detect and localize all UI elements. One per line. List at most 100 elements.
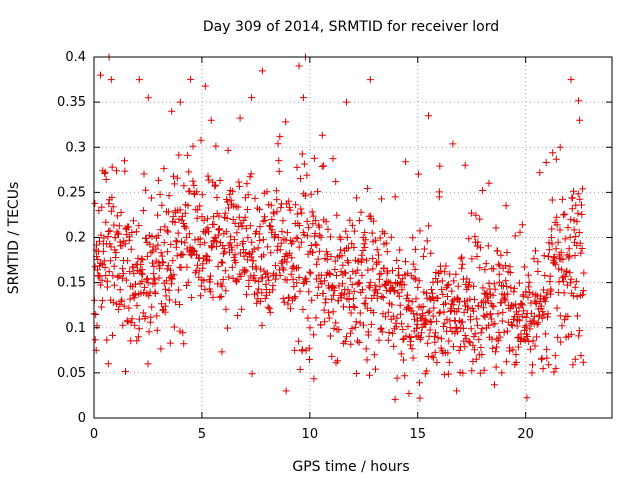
data-point — [420, 245, 428, 253]
data-point — [418, 329, 425, 337]
data-point — [138, 255, 146, 263]
data-point — [327, 233, 335, 241]
data-point — [427, 318, 435, 326]
data-point — [578, 211, 586, 218]
data-point — [375, 336, 383, 344]
data-point — [446, 324, 454, 332]
data-point — [405, 333, 413, 341]
data-point — [541, 297, 549, 305]
data-point — [173, 174, 181, 182]
data-point — [566, 269, 574, 277]
data-point — [293, 210, 301, 218]
data-point — [393, 374, 401, 382]
data-point — [167, 266, 174, 274]
data-point — [476, 215, 484, 223]
data-point — [431, 338, 439, 346]
data-point — [399, 326, 407, 333]
data-point — [122, 368, 129, 375]
data-point — [423, 367, 431, 375]
data-point — [347, 329, 354, 337]
data-point — [430, 304, 438, 312]
data-point — [560, 289, 568, 297]
data-point — [389, 312, 397, 320]
data-point — [183, 282, 190, 289]
data-point — [436, 162, 444, 170]
data-point — [321, 299, 329, 307]
data-point — [379, 228, 387, 236]
data-point — [350, 244, 358, 251]
data-point — [303, 232, 311, 240]
data-point — [450, 343, 457, 351]
data-point — [372, 365, 379, 373]
data-point — [118, 274, 126, 282]
data-point — [387, 233, 395, 241]
data-point — [240, 252, 248, 260]
data-point — [265, 276, 273, 284]
data-point — [282, 118, 290, 126]
data-point — [411, 265, 419, 273]
data-point — [565, 245, 573, 253]
data-point — [290, 283, 298, 291]
data-point — [377, 270, 385, 277]
data-point — [274, 140, 282, 148]
data-point — [251, 276, 259, 284]
data-point — [416, 335, 424, 343]
data-point — [539, 365, 547, 373]
data-point — [165, 192, 173, 200]
data-point — [487, 315, 495, 323]
data-point — [197, 282, 205, 290]
data-point — [519, 301, 527, 309]
data-point — [573, 218, 581, 226]
data-point — [431, 348, 439, 356]
data-point — [480, 304, 487, 312]
data-point — [147, 249, 155, 257]
data-point — [308, 208, 316, 216]
data-point — [120, 302, 128, 310]
data-point — [512, 359, 520, 366]
data-point — [169, 257, 177, 265]
data-point — [490, 303, 498, 311]
data-point — [267, 223, 275, 231]
data-point — [324, 225, 332, 233]
y-tick-label: 0 — [78, 411, 86, 426]
data-point — [446, 270, 454, 278]
data-point — [567, 76, 575, 84]
data-point — [225, 204, 232, 212]
data-point — [457, 255, 465, 263]
data-point — [201, 286, 209, 294]
data-point — [172, 298, 180, 306]
data-point — [318, 163, 326, 170]
data-point — [97, 303, 105, 311]
data-point — [187, 75, 195, 83]
data-point — [349, 302, 357, 310]
data-point — [283, 229, 291, 237]
data-point — [305, 288, 313, 296]
data-point — [222, 228, 230, 236]
data-point — [357, 208, 365, 216]
data-point — [550, 368, 558, 376]
data-point — [327, 253, 335, 261]
data-point — [224, 146, 232, 154]
data-point — [377, 324, 385, 332]
chart-title: Day 309 of 2014, SRMTID for receiver lor… — [203, 19, 499, 35]
data-point — [115, 230, 123, 238]
data-point — [267, 249, 275, 257]
data-point — [503, 283, 511, 290]
data-point — [268, 216, 276, 223]
data-point — [233, 229, 241, 237]
data-point — [579, 291, 587, 299]
data-point — [365, 282, 373, 290]
data-point — [553, 304, 561, 312]
data-point — [168, 275, 176, 283]
data-point — [401, 372, 409, 380]
data-point — [201, 82, 209, 90]
data-point — [142, 234, 150, 242]
data-point — [360, 240, 368, 248]
data-point — [525, 283, 533, 291]
data-point — [258, 67, 266, 75]
data-point — [571, 355, 579, 363]
data-point — [309, 212, 317, 220]
data-point — [161, 308, 169, 316]
data-point — [105, 200, 113, 208]
data-point — [479, 187, 487, 194]
